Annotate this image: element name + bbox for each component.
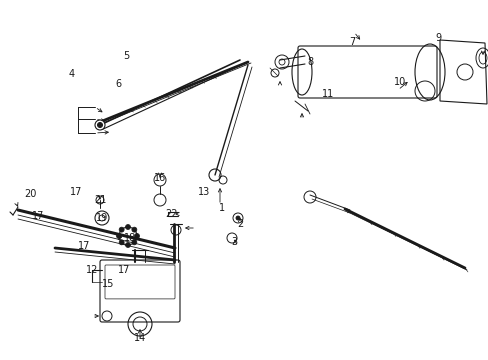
Circle shape: [97, 122, 102, 127]
Text: 11: 11: [321, 89, 333, 99]
Text: 21: 21: [94, 195, 106, 205]
Text: 13: 13: [198, 187, 210, 197]
Text: 22: 22: [165, 209, 178, 219]
Text: 3: 3: [230, 237, 237, 247]
Text: 17: 17: [78, 241, 90, 251]
Text: 14: 14: [134, 333, 146, 343]
Text: 9: 9: [434, 33, 440, 43]
Circle shape: [125, 225, 130, 230]
Text: 2: 2: [236, 219, 243, 229]
Text: 6: 6: [115, 79, 121, 89]
Circle shape: [119, 240, 124, 245]
Circle shape: [236, 216, 240, 220]
Text: 19: 19: [96, 213, 108, 223]
Text: 20: 20: [24, 189, 36, 199]
Text: 1: 1: [219, 203, 224, 213]
Text: 10: 10: [393, 77, 406, 87]
Circle shape: [132, 227, 137, 232]
Circle shape: [134, 234, 139, 239]
Text: 12: 12: [85, 265, 98, 275]
Circle shape: [132, 240, 137, 245]
Text: 15: 15: [102, 279, 114, 289]
Text: 17: 17: [70, 187, 82, 197]
Text: 5: 5: [122, 51, 129, 61]
Circle shape: [119, 227, 124, 232]
Text: 17: 17: [32, 211, 44, 221]
Text: 7: 7: [348, 37, 354, 47]
Circle shape: [95, 120, 105, 130]
Circle shape: [116, 234, 121, 239]
Text: 16: 16: [154, 173, 166, 183]
Text: 18: 18: [123, 233, 136, 243]
Text: 8: 8: [306, 57, 312, 67]
Text: 17: 17: [118, 265, 130, 275]
Circle shape: [125, 243, 130, 248]
Text: 4: 4: [69, 69, 75, 79]
